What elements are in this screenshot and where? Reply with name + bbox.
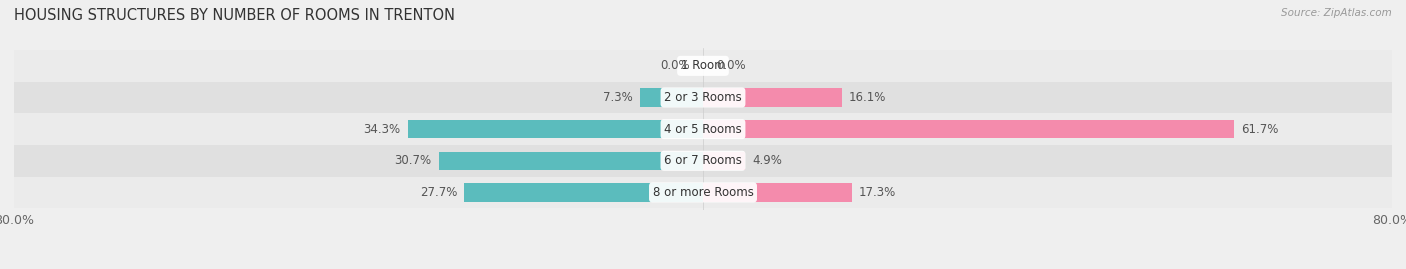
Text: 1 Room: 1 Room	[681, 59, 725, 72]
Text: 30.7%: 30.7%	[395, 154, 432, 167]
Text: 4 or 5 Rooms: 4 or 5 Rooms	[664, 123, 742, 136]
Text: 6 or 7 Rooms: 6 or 7 Rooms	[664, 154, 742, 167]
Bar	[14, 82, 1392, 113]
Text: 8 or more Rooms: 8 or more Rooms	[652, 186, 754, 199]
Bar	[14, 176, 1392, 208]
Text: 61.7%: 61.7%	[1241, 123, 1278, 136]
Legend: Owner-occupied, Renter-occupied: Owner-occupied, Renter-occupied	[574, 266, 832, 269]
Text: 16.1%: 16.1%	[849, 91, 886, 104]
Bar	[14, 145, 1392, 176]
Bar	[703, 120, 1234, 138]
Text: 34.3%: 34.3%	[364, 123, 401, 136]
Bar	[14, 113, 1392, 145]
Text: 0.0%: 0.0%	[716, 59, 745, 72]
Bar	[14, 50, 1392, 82]
Text: 4.9%: 4.9%	[752, 154, 782, 167]
Bar	[640, 88, 703, 107]
Bar	[703, 88, 842, 107]
Text: HOUSING STRUCTURES BY NUMBER OF ROOMS IN TRENTON: HOUSING STRUCTURES BY NUMBER OF ROOMS IN…	[14, 8, 456, 23]
Bar	[703, 183, 852, 201]
Bar	[464, 183, 703, 201]
Bar	[703, 152, 745, 170]
Text: 17.3%: 17.3%	[859, 186, 896, 199]
Text: 0.0%: 0.0%	[661, 59, 690, 72]
Bar	[439, 152, 703, 170]
Text: 27.7%: 27.7%	[420, 186, 457, 199]
Text: 7.3%: 7.3%	[603, 91, 633, 104]
Text: 2 or 3 Rooms: 2 or 3 Rooms	[664, 91, 742, 104]
Text: Source: ZipAtlas.com: Source: ZipAtlas.com	[1281, 8, 1392, 18]
Bar	[408, 120, 703, 138]
